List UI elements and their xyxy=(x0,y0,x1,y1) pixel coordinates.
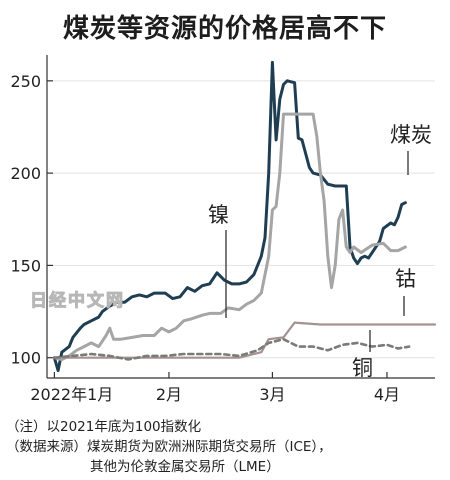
series-label-coal: 煤炭 xyxy=(390,123,432,147)
x-tick-label: 4月 xyxy=(374,385,400,404)
chart-axis: 100 150 200 250 2022年1月 2月 3月 4月 xyxy=(10,55,435,404)
y-tick-label: 250 xyxy=(10,72,41,91)
series-line-cobalt xyxy=(53,321,437,359)
series-line-copper xyxy=(53,337,411,361)
watermark-text: 日经中文网 xyxy=(30,290,125,311)
footnote-note: （注）以2021年底为100指数化 xyxy=(6,419,202,435)
chart-series xyxy=(52,60,437,373)
x-tick-label: 3月 xyxy=(259,385,285,404)
series-label-nickel: 镍 xyxy=(208,203,229,227)
x-tick-label: 2022年1月 xyxy=(30,385,113,404)
x-tick-label: 2月 xyxy=(156,385,182,404)
series-label-cobalt: 钴 xyxy=(395,267,416,291)
series-line-nickel xyxy=(52,112,407,361)
y-tick-label: 150 xyxy=(10,256,41,275)
series-label-copper: 铜 xyxy=(352,356,373,380)
footnote-source-line1: （数据来源）煤炭期货为欧洲洲际期货交易所（ICE）， xyxy=(6,439,332,455)
series-line-coal xyxy=(52,60,407,373)
y-tick-label: 200 xyxy=(10,164,41,183)
chart-gridlines xyxy=(47,80,435,359)
footnote-source-line2: 其他为伦敦金属交易所（LME） xyxy=(90,459,280,475)
y-tick-label: 100 xyxy=(10,349,41,368)
chart-title: 煤炭等资源的价格居高不下 xyxy=(62,14,387,44)
